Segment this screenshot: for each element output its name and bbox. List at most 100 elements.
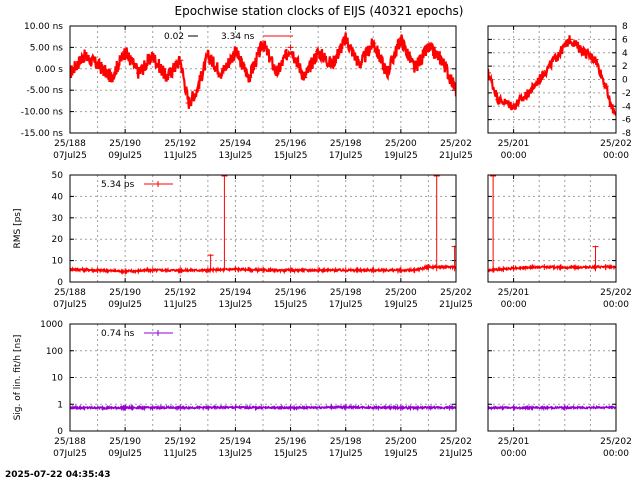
x-tick-sublabel: 09Jul25 (108, 151, 142, 161)
data-point (315, 267, 322, 274)
data-point (232, 404, 239, 411)
x-tick-label: 25/190 (109, 288, 141, 298)
data-point (122, 404, 129, 411)
plot-frame (487, 323, 617, 432)
data-point (556, 49, 563, 56)
clock-zoom-panel: 8 6 4 2 0 -2 -4 -6 -8 25/201 00:00 25/202 00:00 (487, 22, 632, 161)
x-tick-sublabel: 17Jul25 (329, 151, 363, 161)
plot-frame (487, 25, 617, 134)
sig-zoom-panel: 25/201 00:00 25/202 00:00 (487, 323, 632, 459)
x-tick-label: 25/188 (54, 288, 86, 298)
x-tick-label: 25/196 (275, 437, 307, 447)
y-tick-label: 20 (52, 235, 64, 245)
y-tick-label: 2 (622, 62, 628, 72)
x-tick-label: 25/196 (275, 288, 307, 298)
x-tick-sublabel: 19Jul25 (384, 151, 418, 161)
x-tick-sublabel: 11Jul25 (163, 449, 197, 459)
series-line (70, 403, 456, 412)
data-point (500, 266, 507, 273)
data-point (108, 74, 115, 81)
series-line (70, 32, 456, 109)
x-tick-label: 25/200 (385, 288, 417, 298)
data-point (328, 61, 335, 68)
x-tick-sublabel: 09Jul25 (108, 449, 142, 459)
y-tick-label: 0 (57, 278, 63, 288)
x-tick-sublabel: 15Jul25 (274, 151, 308, 161)
data-point (425, 264, 432, 271)
data-point (453, 264, 456, 271)
legend-label: 0.74 ns (101, 329, 135, 339)
data-point (122, 268, 129, 275)
series-line (488, 35, 616, 116)
x-tick-sublabel: 13Jul25 (219, 300, 253, 310)
y-tick-label: 6 (622, 35, 628, 45)
data-point (541, 264, 548, 271)
data-point (510, 404, 517, 411)
x-tick-label: 25/201 (498, 139, 530, 149)
data-point (384, 70, 391, 77)
data-point (149, 267, 156, 274)
data-point (232, 266, 239, 273)
data-point (488, 404, 491, 411)
data-point (488, 69, 491, 76)
y-tick-label: -10.00 ns (21, 108, 64, 118)
data-point (315, 48, 322, 55)
data-point (177, 404, 184, 411)
series-line (488, 263, 616, 274)
x-tick-label: 25/198 (330, 437, 362, 447)
y-tick-label: 5.00 ns (30, 43, 64, 53)
data-point (287, 267, 294, 274)
legend-label: 0.02 (164, 32, 184, 42)
data-point (592, 56, 599, 63)
x-tick-label: 25/202 (440, 139, 472, 149)
x-tick-label: 25/202 (440, 437, 472, 447)
y-tick-label: -2 (622, 89, 631, 99)
x-tick-sublabel: 11Jul25 (163, 300, 197, 310)
plot-frame (69, 25, 457, 134)
x-tick-sublabel: 15Jul25 (274, 449, 308, 459)
x-tick-sublabel: 19Jul25 (384, 300, 418, 310)
data-point (602, 264, 609, 271)
x-tick-sublabel: 00:00 (501, 300, 527, 310)
y-tick-label: 40 (52, 192, 64, 202)
x-tick-sublabel: 07Jul25 (53, 151, 87, 161)
x-tick-sublabel: 19Jul25 (384, 449, 418, 459)
data-point (70, 70, 73, 77)
rms-ylabel: RMS [ps] (13, 208, 23, 248)
legend-label: 5.34 ps (101, 180, 135, 190)
y-tick-label: 0.00 s (35, 65, 63, 75)
x-tick-label: 25/188 (54, 437, 86, 447)
clock-series (70, 32, 456, 109)
x-tick-sublabel: 17Jul25 (329, 300, 363, 310)
data-point (70, 266, 73, 273)
data-point (80, 52, 87, 59)
data-point (453, 87, 456, 94)
x-tick-label: 25/192 (164, 288, 196, 298)
x-tick-label: 25/192 (164, 139, 196, 149)
x-tick-label: 25/194 (220, 437, 252, 447)
y-tick-label: -8 (622, 129, 631, 139)
x-tick-label: 25/201 (498, 437, 530, 447)
data-point (232, 48, 239, 55)
data-point (613, 264, 616, 271)
x-tick-sublabel: 15Jul25 (274, 300, 308, 310)
series-line (488, 404, 616, 412)
data-point (561, 404, 568, 411)
plot-panels: 10.00 ns 5.00 ns 0.00 s -5.00 ns -10.00 ns -1… (13, 22, 632, 459)
x-tick-sublabel: 09Jul25 (108, 300, 142, 310)
rms-series (70, 175, 456, 276)
x-tick-label: 25/200 (385, 139, 417, 149)
data-point (204, 52, 211, 59)
data-point (411, 65, 418, 72)
clock-legend: 0.02 3.34 ns (164, 32, 293, 42)
x-tick-label: 25/202 (600, 437, 632, 447)
plot-frame (69, 323, 457, 432)
x-tick-sublabel: 21Jul25 (439, 300, 473, 310)
data-point (495, 96, 502, 103)
data-point (439, 57, 446, 64)
y-tick-label: 4 (622, 49, 628, 59)
sig-main-panel: 1000100101025/18807Jul2525/19009Jul2525/… (40, 320, 473, 459)
data-point (301, 74, 308, 81)
x-tick-sublabel: 07Jul25 (53, 300, 87, 310)
x-tick-label: 25/201 (498, 288, 530, 298)
